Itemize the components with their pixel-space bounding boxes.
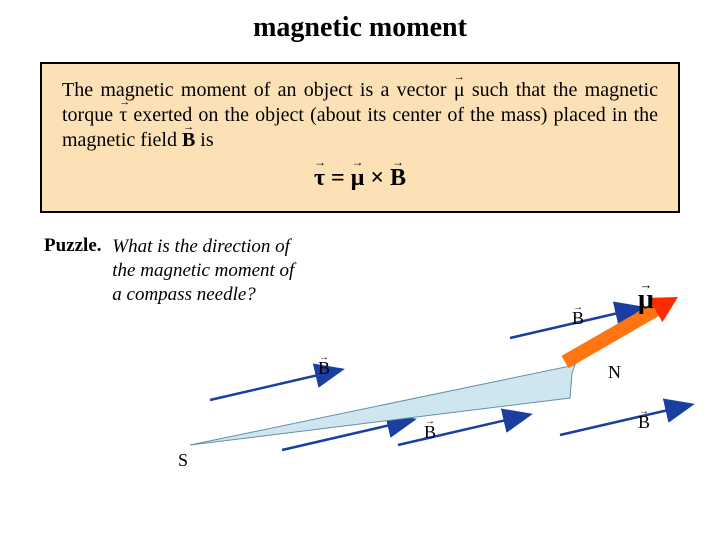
definition-box: The magnetic moment of an object is a ve… <box>40 62 680 213</box>
torque-equation: →τ = →μ × →B <box>62 163 658 193</box>
mu-symbol: →μ <box>454 78 465 103</box>
tau-symbol: →τ <box>119 103 127 128</box>
label-n: N <box>608 362 621 383</box>
puzzle-label: Puzzle. <box>44 235 102 256</box>
def-text-3: exerted on the object (about its center … <box>62 104 658 151</box>
puzzle-block: Puzzle. What is the direction of the mag… <box>44 235 720 306</box>
page-title: magnetic moment <box>0 0 720 44</box>
label-s: S <box>178 450 188 471</box>
label-b1: →B <box>318 358 330 379</box>
label-b2: →B <box>572 308 584 329</box>
label-b3: →B <box>424 422 436 443</box>
label-mu: →μ <box>638 284 654 316</box>
puzzle-question: What is the direction of the magnetic mo… <box>112 235 294 306</box>
def-text-4: is <box>195 129 213 151</box>
label-b4: →B <box>638 412 650 433</box>
b-symbol: →B <box>182 128 195 153</box>
